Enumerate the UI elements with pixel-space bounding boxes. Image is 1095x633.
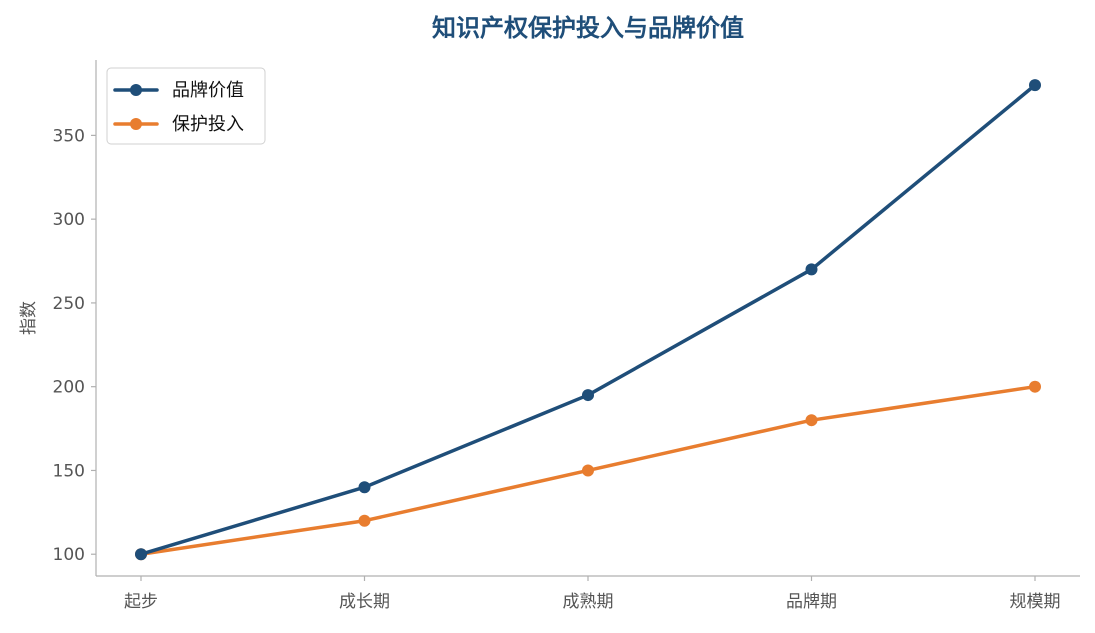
legend-marker [130, 118, 142, 130]
x-tick-label: 起步 [124, 592, 158, 612]
data-point [582, 464, 594, 477]
y-tick-label: 200 [53, 378, 85, 398]
data-point [358, 514, 371, 527]
legend-label: 保护投入 [172, 114, 244, 135]
legend-marker [130, 84, 142, 96]
y-tick-label: 250 [53, 294, 85, 314]
series-layer [135, 79, 1041, 561]
y-axis-ticks: 100 150 200 250 300 350 [53, 126, 96, 565]
data-point [1029, 79, 1041, 92]
data-point [805, 263, 818, 276]
series-group [135, 380, 1041, 561]
x-tick-label: 成长期 [339, 592, 390, 612]
legend-item: 保护投入 [113, 114, 244, 135]
data-point [135, 548, 147, 561]
data-point [582, 389, 594, 402]
x-tick-label: 成熟期 [563, 591, 614, 612]
data-point [805, 414, 818, 427]
x-tick-label: 规模期 [1010, 592, 1061, 612]
data-point [1029, 380, 1041, 393]
series-line [139, 83, 1037, 556]
y-tick-label: 150 [53, 461, 85, 481]
data-point [358, 481, 371, 494]
legend-label: 品牌价值 [172, 80, 244, 101]
y-tick-label: 300 [53, 210, 85, 230]
x-axis-ticks: 起步 成长期 成熟期 品牌期 规模期 [124, 576, 1061, 612]
legend-item: 品牌价值 [113, 80, 244, 101]
x-tick-label: 品牌期 [786, 592, 837, 612]
y-tick-label: 350 [53, 126, 85, 146]
y-tick-label: 100 [53, 545, 85, 565]
chart-title: 知识产权保护投入与品牌价值 [432, 14, 744, 42]
series-group [135, 79, 1041, 561]
y-axis-label: 指数 [19, 301, 39, 335]
